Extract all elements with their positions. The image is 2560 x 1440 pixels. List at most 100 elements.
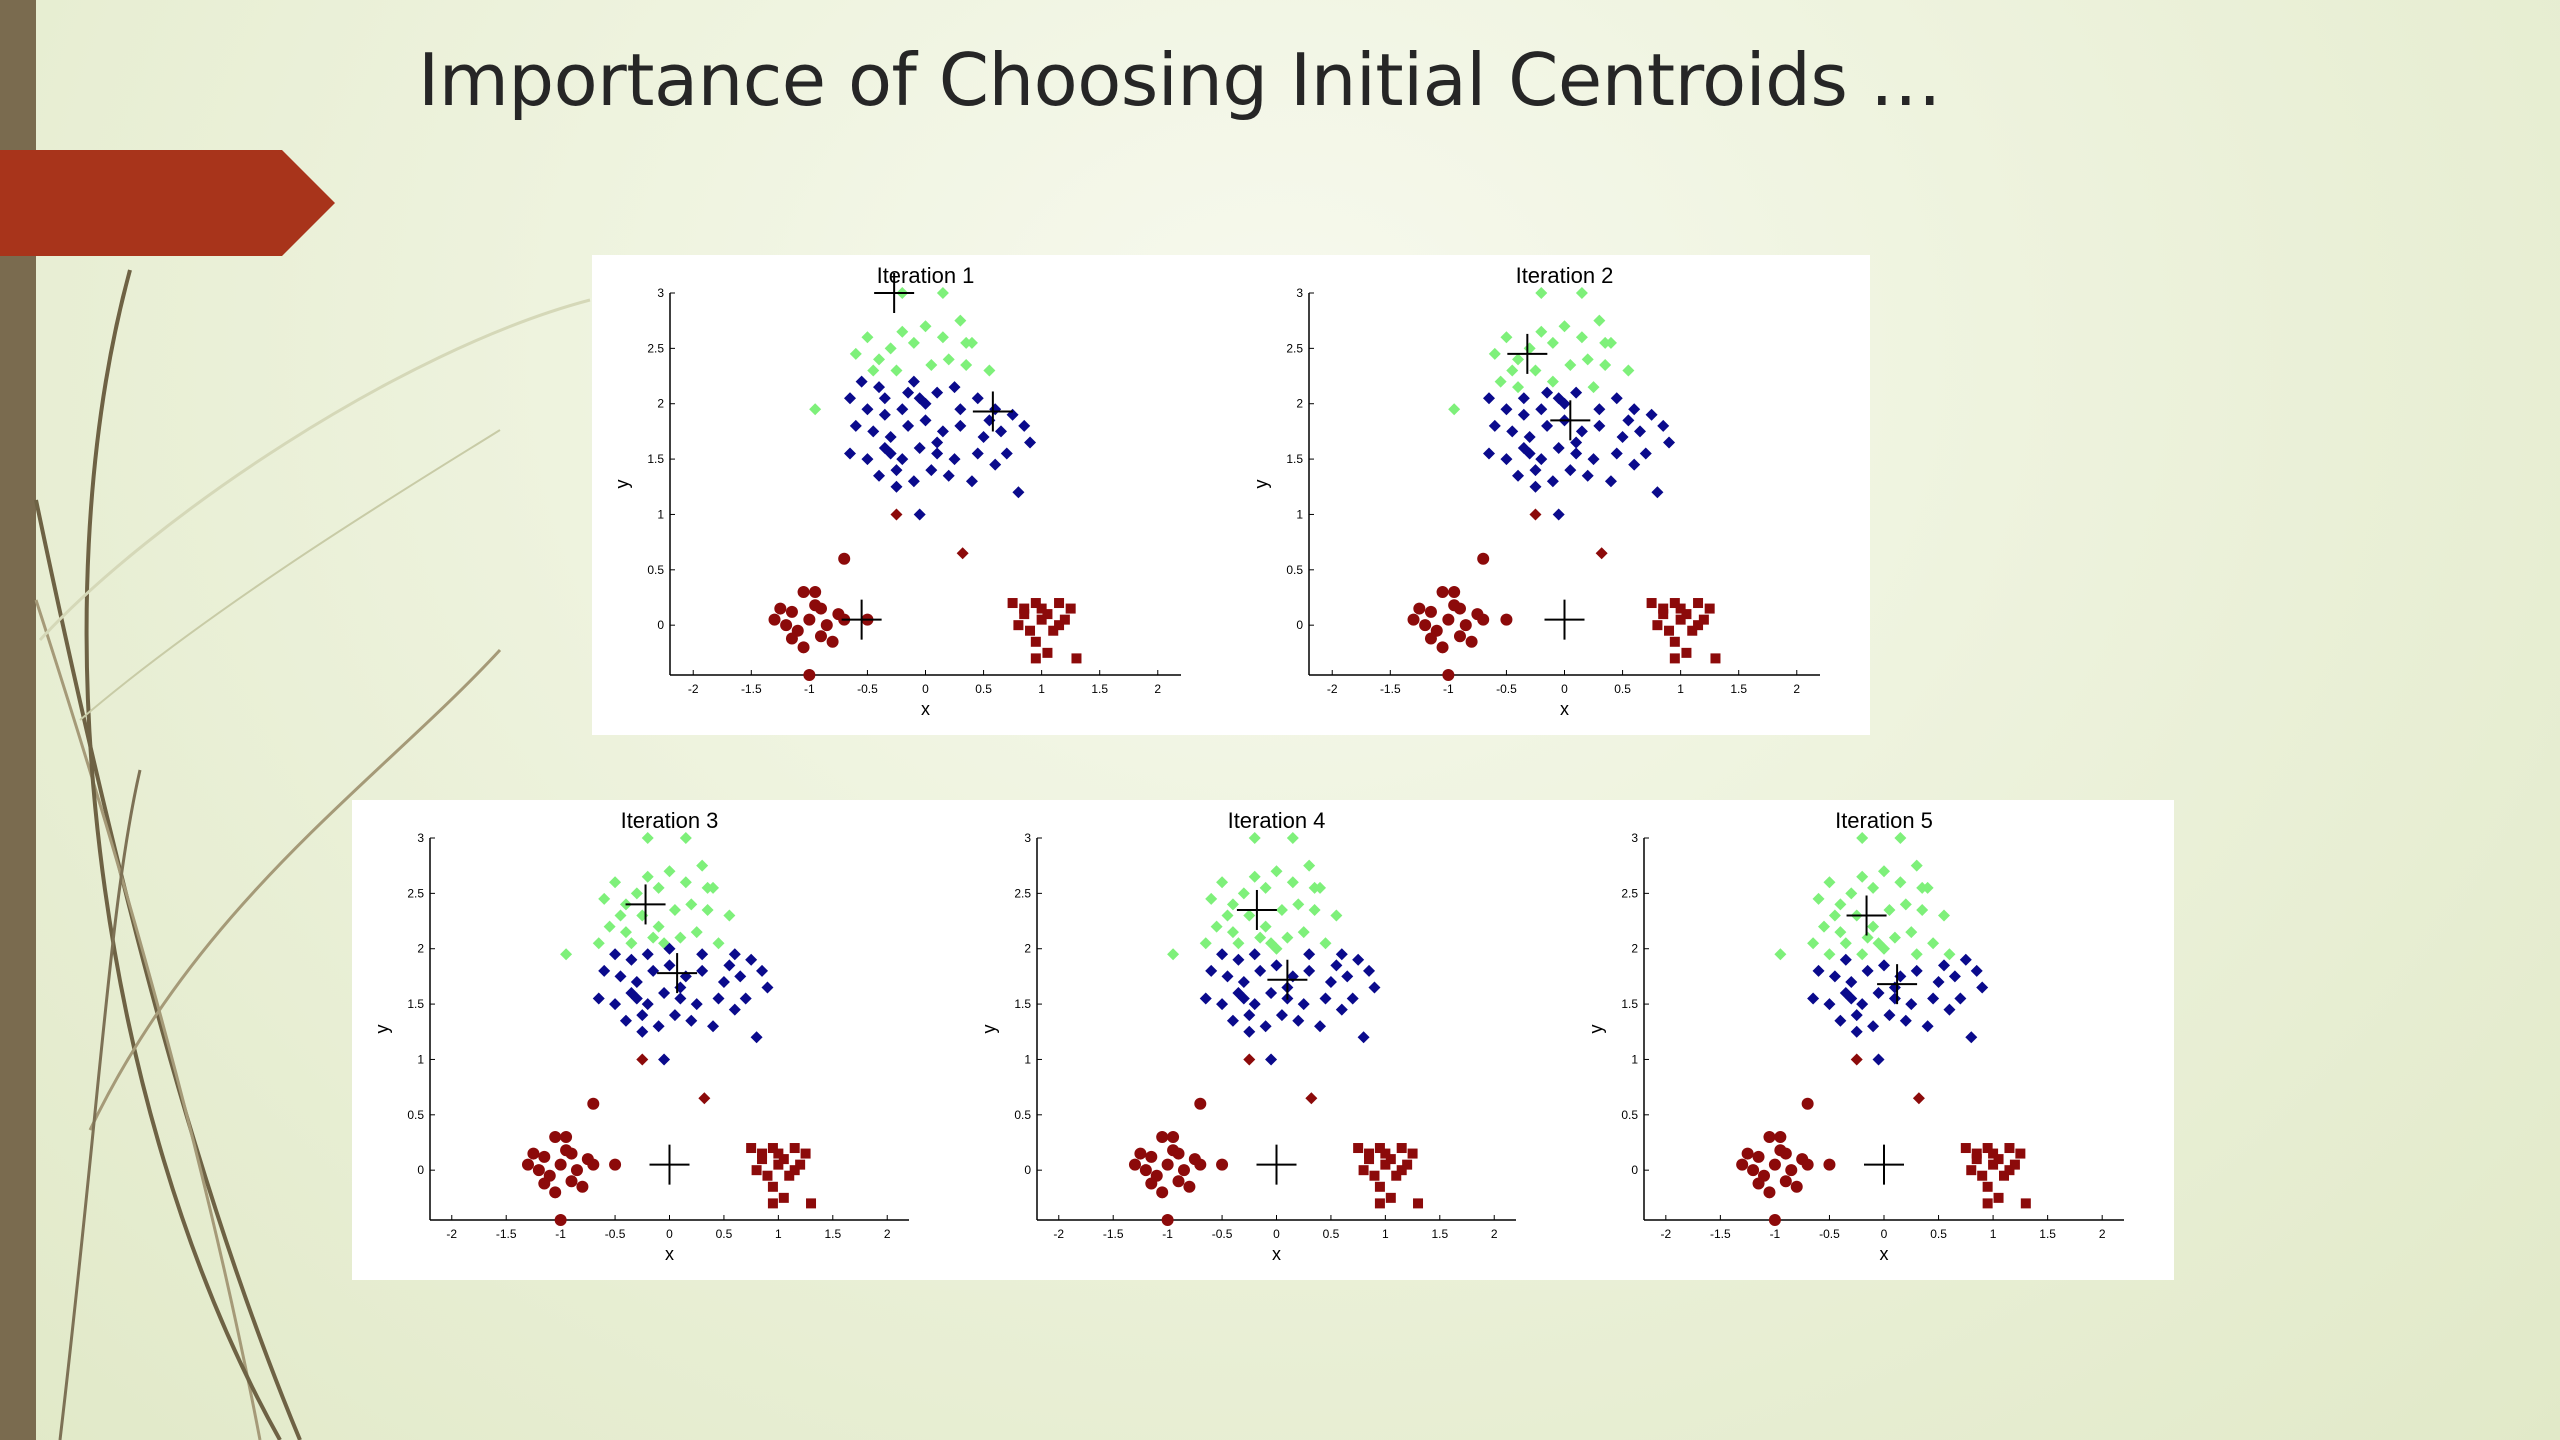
green-point (658, 937, 671, 950)
red-point (1459, 619, 1472, 632)
red-point (1177, 1164, 1190, 1177)
blue-point (942, 469, 955, 482)
x-tick-label: 2 (1491, 1227, 1498, 1241)
red-point (1380, 1148, 1391, 1159)
blue-point (1248, 948, 1261, 961)
green-point (1448, 403, 1461, 416)
green-point (712, 937, 725, 950)
red-point (1675, 614, 1686, 625)
blue-point (1628, 403, 1641, 416)
green-point (1494, 375, 1507, 388)
red-point (532, 1164, 545, 1177)
red-point (795, 1159, 806, 1170)
blue-point (1910, 964, 1923, 977)
red-point (1413, 1198, 1424, 1209)
blue-point (630, 992, 643, 1005)
y-tick-label: 1 (417, 1052, 424, 1066)
red-point (1030, 636, 1041, 647)
red-point (1374, 1181, 1385, 1192)
chart-panel-bottom: Iteration 3 -2 -1.5 -1 -0.5 0 0.5 1 1.5 2 0 0.5 1 1.5… (352, 800, 2174, 1280)
blue-point (867, 425, 880, 438)
x-tick-label: -2 (446, 1227, 457, 1241)
red-point (1768, 1214, 1781, 1226)
blue-point (1976, 981, 1989, 994)
blue-point (1488, 419, 1501, 432)
blue-point (647, 964, 660, 977)
red-point (1752, 1177, 1765, 1190)
red-point (1353, 1143, 1364, 1154)
blue-point (745, 953, 758, 966)
blue-point (739, 992, 752, 1005)
blue-point (1861, 964, 1874, 977)
blue-point (674, 992, 687, 1005)
green-point (1319, 937, 1332, 950)
blue-point (1905, 998, 1918, 1011)
x-tick-label: -1.5 (741, 682, 762, 696)
blue-point (1303, 964, 1316, 977)
red-point (1710, 653, 1721, 664)
green-point (1281, 931, 1294, 944)
green-point (936, 331, 949, 344)
red-point (826, 635, 839, 648)
red-point (1669, 636, 1680, 647)
red-point (1194, 1158, 1207, 1171)
green-point (723, 909, 736, 922)
green-point (1916, 903, 1929, 916)
title-arrow-marker (0, 150, 335, 256)
green-point (1564, 358, 1577, 371)
red-point (780, 619, 793, 632)
blue-point (1570, 447, 1583, 460)
green-point (1248, 870, 1261, 883)
blue-point (658, 1053, 671, 1066)
blue-point (948, 381, 961, 394)
green-point (1330, 909, 1343, 922)
blue-point (1243, 1025, 1256, 1038)
y-tick-label: 2.5 (1014, 886, 1031, 900)
blue-point (1575, 425, 1588, 438)
blue-point (936, 425, 949, 438)
y-tick-label: 3 (1631, 831, 1638, 845)
x-tick-label: -1.5 (1710, 1227, 1731, 1241)
green-point (1834, 898, 1847, 911)
red-point (1993, 1154, 2004, 1165)
blue-point (1216, 998, 1229, 1011)
blue-point (890, 480, 903, 493)
blue-point (1541, 386, 1554, 399)
green-point (679, 876, 692, 889)
red-point (1156, 1186, 1169, 1199)
blue-point (1541, 419, 1554, 432)
green-point (701, 881, 714, 894)
red-point (1380, 1159, 1391, 1170)
red-point (785, 632, 798, 645)
green-point (1535, 325, 1548, 338)
x-tick-label: 0.5 (716, 1227, 733, 1241)
green-point (1270, 865, 1283, 878)
red-point (1145, 1177, 1158, 1190)
red-point (1982, 1198, 1993, 1209)
red-point (1243, 1053, 1256, 1066)
green-point (1774, 948, 1787, 961)
x-tick-label: 1 (1038, 682, 1045, 696)
red-point (636, 1053, 649, 1066)
red-point (1704, 603, 1715, 614)
red-point (1971, 1154, 1982, 1165)
red-point (2015, 1148, 2026, 1159)
red-point (1477, 552, 1490, 565)
green-point (1878, 942, 1890, 955)
y-tick-label: 0.5 (1286, 563, 1303, 577)
blue-point (598, 964, 611, 977)
red-point (838, 552, 851, 565)
green-point (1286, 876, 1299, 889)
green-point (1899, 898, 1912, 911)
green-point (1275, 903, 1288, 916)
red-point (890, 508, 903, 521)
x-tick-label: 0.5 (1930, 1227, 1947, 1241)
x-tick-label: -1.5 (1103, 1227, 1124, 1241)
red-point (1912, 1092, 1925, 1105)
red-point (1369, 1170, 1380, 1181)
x-tick-label: 0.5 (1614, 682, 1631, 696)
centroid-marker (649, 1144, 690, 1185)
x-tick-label: -0.5 (1212, 1227, 1233, 1241)
y-tick-label: 0.5 (1621, 1108, 1638, 1122)
blue-point (1850, 1025, 1863, 1038)
